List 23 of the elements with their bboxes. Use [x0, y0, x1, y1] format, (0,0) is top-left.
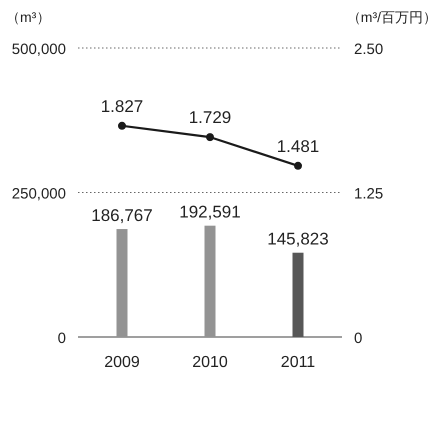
data-label: 1.827	[100, 96, 144, 116]
y2-tick-label: 1.25	[354, 186, 384, 202]
y-tick-label: 250,000	[12, 186, 66, 202]
y-tick-label: 500,000	[12, 41, 66, 58]
data-label: 186,767	[91, 206, 153, 226]
y2-axis-title: （m³/百万円）	[346, 9, 437, 25]
x-tick-label: 2010	[192, 354, 228, 371]
y2-tick-label: 0	[354, 330, 362, 347]
data-label: 145,823	[267, 230, 329, 249]
bar	[204, 226, 216, 337]
data-label: 192,591	[179, 202, 241, 222]
bar	[292, 252, 304, 337]
data-label: 1.729	[188, 108, 232, 128]
point	[118, 122, 126, 130]
y-axis-title: （m³）	[6, 9, 50, 25]
y2-tick-label: 2.50	[354, 41, 384, 58]
bar	[116, 229, 128, 337]
data-label: 1.481	[276, 136, 320, 156]
y-tick-label: 0	[58, 330, 66, 347]
point	[294, 162, 302, 170]
x-tick-label: 2011	[280, 354, 316, 371]
point	[206, 133, 214, 142]
x-tick-label: 2009	[104, 354, 140, 371]
